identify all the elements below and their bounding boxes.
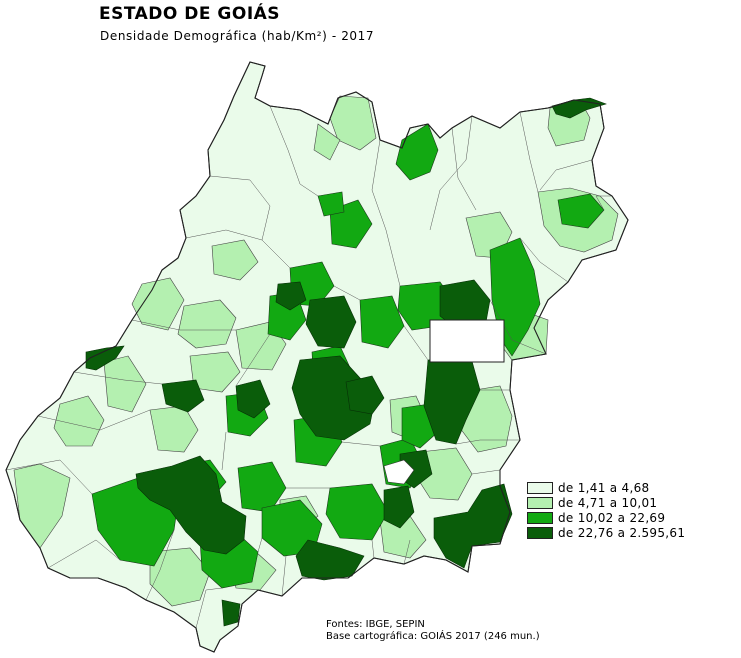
legend-label: de 22,76 a 2.595,61 [558,525,686,540]
class-4-regions [85,97,607,627]
legend-swatch [527,481,553,494]
legend-item: de 22,76 a 2.595,61 [527,525,685,540]
legend-label: de 10,02 a 22,69 [558,510,666,525]
map-legend: de 1,41 a 4,68 de 4,71 a 10,01 de 10,02 … [527,480,685,540]
legend-swatch [527,526,553,539]
legend-label: de 4,71 a 10,01 [558,495,658,510]
white-enclave-small [383,459,415,485]
legend-item: de 4,71 a 10,01 [527,495,685,510]
legend-label: de 1,41 a 4,68 [558,480,650,495]
municipal-boundaries [5,105,612,629]
legend-item: de 1,41 a 4,68 [527,480,685,495]
distrito-federal-enclave [429,319,505,363]
legend-swatch [527,496,553,509]
page-subtitle: Densidade Demográfica (hab/Km²) - 2017 [100,29,375,43]
source-line: Fontes: IBGE, SEPIN [326,619,425,630]
legend-swatch [527,511,553,524]
basemap-line: Base cartográfica: GOIÁS 2017 (246 mun.) [326,631,540,642]
legend-item: de 10,02 a 22,69 [527,510,685,525]
source-note: Fontes: IBGE, SEPIN Base cartográfica: G… [326,619,540,643]
page-title: ESTADO DE GOIÁS [99,4,281,24]
state-border [5,61,629,653]
